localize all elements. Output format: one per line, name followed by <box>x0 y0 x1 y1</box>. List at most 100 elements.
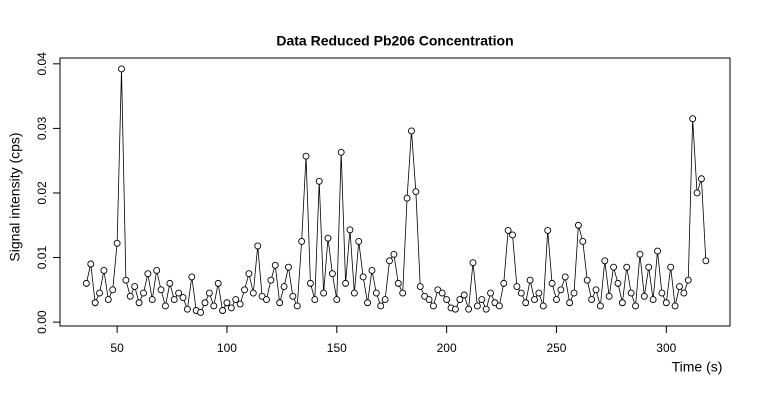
x-tick-label: 50 <box>110 341 124 355</box>
data-point <box>702 257 710 265</box>
data-point <box>570 289 578 297</box>
data-point <box>482 305 490 313</box>
data-point <box>157 286 165 294</box>
data-point <box>223 299 231 307</box>
data-point <box>131 283 139 291</box>
data-point <box>342 279 350 287</box>
data-point <box>140 289 147 297</box>
data-point <box>671 302 679 310</box>
data-point <box>118 65 125 73</box>
data-point <box>460 291 468 299</box>
data-point <box>205 289 213 297</box>
data-point <box>333 296 341 303</box>
data-point <box>377 302 385 310</box>
data-point <box>561 273 569 281</box>
data-point <box>680 289 688 297</box>
y-tick-label: 0.04 <box>35 52 49 76</box>
data-point <box>473 302 481 310</box>
data-point <box>346 226 354 234</box>
data-point <box>566 299 574 307</box>
x-axis-label: Time (s) <box>672 359 723 375</box>
data-point <box>315 177 323 185</box>
data-point <box>531 296 538 303</box>
data-point <box>509 231 516 239</box>
data-point <box>645 263 653 271</box>
x-tick-label: 200 <box>437 341 457 355</box>
data-point <box>236 300 244 308</box>
data-point <box>636 250 644 258</box>
data-point <box>280 283 288 291</box>
plot-frame <box>59 57 731 327</box>
y-tick-label: 0.00 <box>35 310 49 334</box>
y-tick-label: 0.02 <box>35 181 49 205</box>
data-point <box>113 239 121 247</box>
data-point <box>522 299 530 307</box>
data-point <box>544 226 552 234</box>
data-point <box>289 292 297 300</box>
data-point <box>394 279 402 287</box>
data-point <box>412 188 420 196</box>
data-point <box>623 263 631 271</box>
data-point <box>214 279 222 287</box>
data-point <box>627 289 635 297</box>
data-point <box>579 237 587 245</box>
data-point <box>249 289 257 297</box>
data-point <box>320 289 328 297</box>
data-point <box>517 289 525 297</box>
data-point <box>183 305 191 313</box>
x-tick-label: 300 <box>656 341 676 355</box>
data-point <box>188 273 196 281</box>
data-point <box>662 299 670 307</box>
data-point <box>166 279 174 287</box>
data-point <box>588 296 596 303</box>
data-point <box>605 292 613 300</box>
data-point <box>161 302 169 310</box>
data-point <box>654 247 661 255</box>
x-tick-label: 150 <box>327 341 347 355</box>
data-point <box>100 267 108 274</box>
data-point <box>227 304 235 312</box>
data-point <box>126 292 134 300</box>
data-point <box>697 175 705 183</box>
data-point <box>408 127 415 135</box>
y-axis-label: Signal intensity (cps) <box>7 132 23 261</box>
data-point <box>82 279 90 287</box>
data-point <box>104 296 112 303</box>
data-point <box>302 152 310 160</box>
data-point <box>350 289 358 297</box>
data-point <box>399 289 407 297</box>
data-point <box>381 296 389 303</box>
data-point <box>592 286 600 294</box>
data-point <box>548 279 556 287</box>
data-point <box>337 148 345 156</box>
y-tick-label: 0.01 <box>35 246 49 270</box>
data-point <box>122 276 130 284</box>
data-point <box>658 289 666 297</box>
data-point <box>618 299 626 307</box>
data-point <box>170 296 178 303</box>
data-point <box>306 279 314 287</box>
data-point <box>403 194 411 202</box>
data-point <box>583 276 591 284</box>
data-point <box>614 279 622 287</box>
x-tick-label: 250 <box>546 341 566 355</box>
data-point <box>500 279 508 287</box>
data-point <box>504 226 512 234</box>
data-point <box>144 270 152 278</box>
x-tick-label: 100 <box>217 341 237 355</box>
data-point <box>416 283 424 291</box>
y-tick-label: 0.03 <box>35 116 49 140</box>
data-point <box>254 242 262 250</box>
data-point <box>667 263 675 271</box>
data-point <box>210 302 218 310</box>
data-point <box>285 263 292 271</box>
data-point <box>640 292 648 300</box>
data-line <box>85 68 707 313</box>
data-point <box>386 257 393 265</box>
data-point <box>372 289 380 297</box>
data-point <box>610 263 618 271</box>
data-point <box>451 305 459 313</box>
data-point <box>201 299 209 307</box>
data-point <box>487 289 495 297</box>
